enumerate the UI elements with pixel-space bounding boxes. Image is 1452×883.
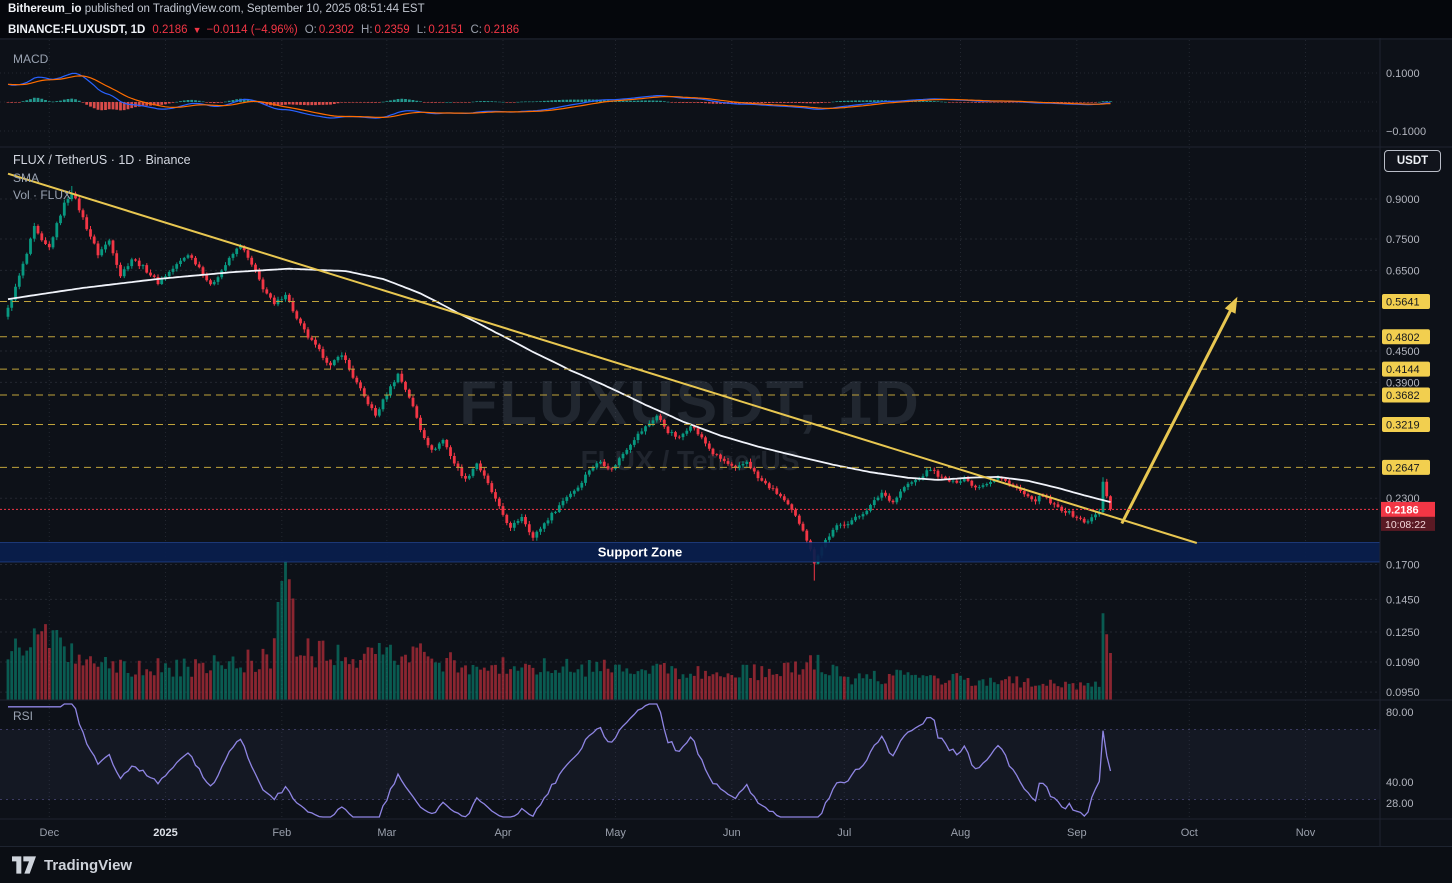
time-axis-label: Oct	[1181, 827, 1198, 839]
close-value: 0.2186	[484, 23, 520, 36]
high-label: H:	[361, 23, 373, 36]
publisher-name[interactable]: Bithereum_io	[8, 3, 82, 15]
breakout-arrow	[1120, 302, 1236, 525]
time-axis[interactable]: Dec 2025 Feb Mar Apr May Jun Jul Aug Sep Oct Nov	[40, 827, 1316, 839]
last-price-label: 0.2186	[1385, 504, 1419, 516]
open-field: O: 0.2302	[305, 24, 354, 36]
rsi-pane	[0, 703, 1380, 818]
time-axis-label: Aug	[951, 827, 971, 839]
last-price-value: 0.2186	[152, 23, 188, 36]
volume-layer	[6, 560, 1112, 701]
key-level-label-bg	[1382, 387, 1430, 403]
close-field: C: 0.2186	[471, 24, 520, 36]
support-zone-label[interactable]: Support Zone	[598, 545, 683, 560]
price-axis-label: 0.6500	[1386, 265, 1420, 277]
low-field: L: 0.2151	[417, 24, 464, 36]
price-axis-label: 0.1450	[1386, 594, 1420, 606]
publish-bar: Bithereum_io published on TradingView.co…	[0, 0, 1452, 19]
time-axis-label: Apr	[494, 827, 511, 839]
time-axis-label: 2025	[153, 827, 177, 839]
rsi-line	[8, 703, 1112, 818]
price-axis-label: 0.1090	[1386, 657, 1420, 669]
price-axis-label: 0.9000	[1386, 194, 1420, 206]
key-level-label: 0.3219	[1386, 420, 1420, 432]
support-zone: Support Zone	[0, 541, 1380, 563]
key-levels	[0, 301, 1380, 468]
price-axis[interactable]: 0.90000.75000.65000.45000.39000.23000.17…	[1381, 68, 1435, 810]
key-level-label: 0.4802	[1386, 332, 1420, 344]
macd-axis-label: 0.1000	[1386, 68, 1420, 80]
descending-trendline	[7, 172, 1198, 544]
high-field: H: 0.2359	[361, 24, 410, 36]
drawings[interactable]	[0, 172, 1380, 544]
candlestick-layer[interactable]	[6, 186, 1112, 581]
key-level-label-bg	[1382, 294, 1430, 309]
macd-signal-line	[7, 75, 1111, 118]
breakout-arrow-head	[1224, 296, 1238, 314]
price-axis-label: 0.7500	[1386, 234, 1420, 246]
sma-line	[7, 267, 1111, 503]
time-axis-label: Jul	[837, 827, 851, 839]
price-axis-label: 0.0950	[1386, 687, 1420, 699]
time-axis-label: May	[605, 827, 626, 839]
key-level-label-bg	[1382, 361, 1430, 377]
low-label: L:	[416, 23, 427, 36]
low-value: 0.2151	[428, 23, 464, 36]
macd-histogram-positive	[21, 97, 1112, 103]
bar-countdown-label: 10:08:22	[1385, 519, 1426, 531]
rsi-axis-label: 28.00	[1386, 798, 1414, 810]
open-label: O:	[304, 23, 317, 36]
price-axis-label: 0.3900	[1386, 377, 1420, 389]
close-label: C:	[470, 23, 483, 36]
key-level-label: 0.4144	[1386, 364, 1420, 376]
rsi-axis-label: 80.00	[1386, 707, 1414, 719]
time-axis-label: Dec	[40, 827, 60, 839]
time-axis-label: Sep	[1067, 827, 1087, 839]
symbol-info-bar: BINANCE:FLUXUSDT, 1D 0.2186 ▼ −0.0114 (−…	[0, 19, 1452, 38]
price-axis-label: 0.1700	[1386, 560, 1420, 572]
symbol-title[interactable]: BINANCE:FLUXUSDT, 1D	[8, 23, 146, 36]
tradingview-logo[interactable]	[12, 856, 36, 874]
countdown-bg	[1381, 516, 1435, 531]
key-level-label-bg	[1382, 329, 1430, 345]
down-arrow-icon: ▼	[192, 24, 202, 35]
chart-canvas[interactable]: Support Zone 0.9000 0.7500 0.6500 0.4500 0.39…	[0, 38, 1452, 846]
key-level-label-bg	[1382, 459, 1430, 475]
price-change: −0.0114 (−4.96%)	[206, 23, 298, 36]
time-axis-label: Jun	[723, 827, 741, 839]
key-level-label: 0.5641	[1386, 297, 1420, 309]
last-price-label-bg	[1381, 501, 1435, 517]
price-axis-label: 0.1250	[1386, 627, 1420, 639]
key-level-label-bg	[1382, 417, 1430, 432]
publish-info: published on TradingView.com, September …	[81, 3, 425, 15]
time-axis-label: Nov	[1296, 827, 1316, 839]
sma-layer	[7, 267, 1111, 503]
key-level-label: 0.3682	[1386, 390, 1420, 402]
macd-histogram-negative	[6, 102, 1097, 111]
currency-toggle-button[interactable]: USDT	[1384, 150, 1441, 172]
separators	[0, 38, 1452, 846]
price-axis-label: 0.4500	[1386, 346, 1420, 358]
time-axis-label: Mar	[377, 827, 396, 839]
key-level-label: 0.2647	[1386, 462, 1420, 474]
time-axis-label: Feb	[272, 827, 291, 839]
rsi-axis-label: 40.00	[1386, 777, 1414, 789]
high-value: 0.2359	[374, 23, 410, 36]
macd-line	[7, 72, 1111, 119]
macd-pane	[6, 72, 1112, 119]
tradingview-wordmark[interactable]: TradingView	[44, 856, 133, 874]
macd-axis-label: −0.1000	[1386, 126, 1426, 138]
open-value: 0.2302	[318, 23, 355, 36]
footer-bar: TradingView	[0, 846, 1452, 883]
chart-area: FLUXUSDT, 1D FLUX / TetherUS Support Zon…	[0, 38, 1452, 846]
